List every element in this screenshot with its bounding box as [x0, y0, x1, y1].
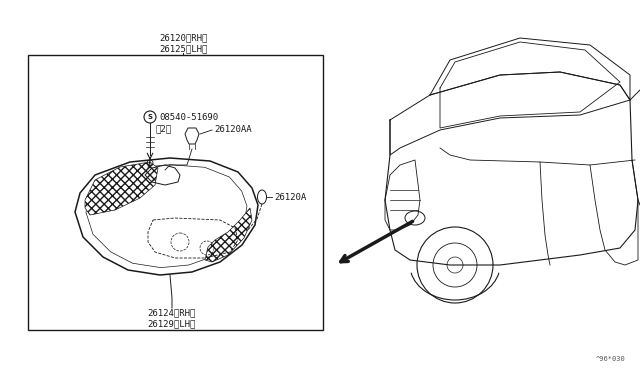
Text: 26120A: 26120A — [274, 192, 307, 202]
Text: 08540-51690: 08540-51690 — [159, 112, 218, 122]
Text: S: S — [147, 114, 152, 120]
Polygon shape — [205, 208, 252, 262]
Text: 26120AA: 26120AA — [214, 125, 252, 135]
Text: 26125〈LH〉: 26125〈LH〉 — [159, 45, 207, 54]
Text: 26120〈RH〉: 26120〈RH〉 — [159, 33, 207, 42]
Text: ㈷2〹: ㈷2〹 — [155, 125, 171, 134]
Text: 26124〈RH〉: 26124〈RH〉 — [148, 308, 196, 317]
Bar — [28, 55, 323, 330]
Polygon shape — [85, 162, 158, 215]
Text: 26129〈LH〉: 26129〈LH〉 — [148, 319, 196, 328]
Text: ^96*030: ^96*030 — [595, 356, 625, 362]
